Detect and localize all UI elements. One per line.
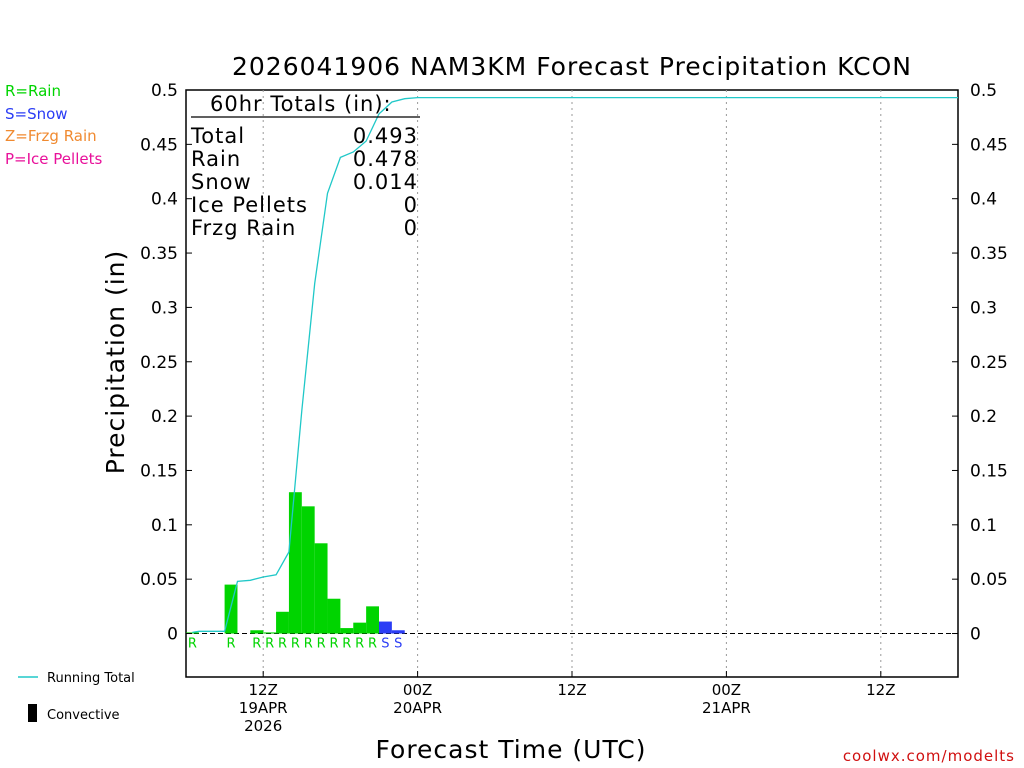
y-tick-label-left: 0.3 bbox=[151, 298, 178, 318]
x-tick-label: 00Z bbox=[403, 681, 432, 699]
y-tick-label-right: 0.2 bbox=[970, 407, 997, 427]
x-axis-label: Forecast Time (UTC) bbox=[376, 735, 647, 764]
totals-value-frzg-rain: 0 bbox=[404, 216, 418, 240]
ptype-legend-rain: R=Rain bbox=[5, 82, 61, 100]
y-tick-label-left: 0.25 bbox=[140, 353, 178, 373]
y-tick-label-left: 0.05 bbox=[140, 570, 178, 590]
x-tick-label: 12Z bbox=[557, 681, 586, 699]
ptype-label: S bbox=[394, 637, 402, 652]
totals-value-ice-pellets: 0 bbox=[404, 193, 418, 217]
precip-bar bbox=[366, 606, 379, 634]
totals-label-total: Total bbox=[190, 124, 245, 148]
y-tick-label-left: 0.5 bbox=[151, 81, 178, 101]
running-total-legend-label: Running Total bbox=[47, 671, 135, 686]
x-tick-date: 20APR bbox=[393, 699, 442, 717]
y-tick-label-right: 0.15 bbox=[970, 461, 1008, 481]
totals-value-total: 0.493 bbox=[353, 124, 418, 148]
ptype-legend-frzg-rain: Z=Frzg Rain bbox=[5, 127, 97, 145]
y-tick-label-right: 0.25 bbox=[970, 353, 1008, 373]
convective-legend-label: Convective bbox=[47, 708, 120, 723]
running-total-line bbox=[192, 96, 958, 634]
ptype-label: R bbox=[188, 637, 197, 652]
y-tick-label-right: 0.3 bbox=[970, 298, 997, 318]
y-tick-label-left: 0.1 bbox=[151, 516, 178, 536]
precip-bar bbox=[379, 621, 392, 634]
precip-bar bbox=[353, 622, 367, 634]
precip-bar bbox=[340, 628, 354, 634]
precip-bar bbox=[327, 598, 341, 634]
totals-label-frzg-rain: Frzg Rain bbox=[191, 216, 296, 240]
y-tick-label-left: 0 bbox=[167, 625, 178, 645]
ptype-label: R bbox=[329, 637, 338, 652]
totals-value-snow: 0.014 bbox=[353, 170, 418, 194]
y-tick-label-left: 0.4 bbox=[151, 190, 178, 210]
totals-label-ice-pellets: Ice Pellets bbox=[191, 193, 308, 217]
ptype-label: R bbox=[227, 637, 236, 652]
ptype-label: R bbox=[368, 637, 377, 652]
chart-title: 2026041906 NAM3KM Forecast Precipitation… bbox=[232, 52, 912, 81]
ptype-label: R bbox=[252, 637, 261, 652]
precip-bar bbox=[186, 632, 199, 634]
x-tick-label: 12Z bbox=[249, 681, 278, 699]
x-tick-date: 19APR bbox=[239, 699, 288, 717]
precip-bar bbox=[288, 492, 302, 634]
precip-bar bbox=[391, 630, 405, 634]
x-tick-label: 00Z bbox=[712, 681, 741, 699]
ptype-label: R bbox=[304, 637, 313, 652]
precip-bar bbox=[301, 506, 315, 634]
y-axis-right: 0 0.05 0.1 0.15 0.2 0.25 0.3 0.35 0.4 0.45 0.5 bbox=[952, 81, 1008, 645]
credit-text: coolwx.com/modelts bbox=[843, 747, 1015, 765]
totals-label-rain: Rain bbox=[191, 147, 241, 171]
ptype-label: R bbox=[317, 637, 326, 652]
ptype-legend-ice-pellets: P=Ice Pellets bbox=[5, 150, 102, 168]
y-tick-label-right: 0.4 bbox=[970, 190, 997, 210]
totals-value-rain: 0.478 bbox=[353, 147, 418, 171]
y-tick-label-left: 0.35 bbox=[140, 244, 178, 264]
y-axis-label: Precipitation (in) bbox=[101, 250, 130, 475]
totals-label-snow: Snow bbox=[191, 170, 252, 194]
ptype-label: R bbox=[278, 637, 287, 652]
precip-bar bbox=[263, 632, 277, 634]
bottom-legend: Running Total Convective bbox=[18, 671, 135, 723]
totals-header: 60hr Totals (in): bbox=[210, 92, 392, 116]
ptype-legend-snow: S=Snow bbox=[5, 105, 68, 123]
y-tick-label-right: 0.45 bbox=[970, 135, 1008, 155]
ptype-label: R bbox=[355, 637, 364, 652]
y-tick-label-right: 0.35 bbox=[970, 244, 1008, 264]
ptype-label: R bbox=[265, 637, 274, 652]
ptype-label: R bbox=[342, 637, 351, 652]
y-tick-label-right: 0.5 bbox=[970, 81, 997, 101]
precip-bar bbox=[314, 543, 328, 634]
line-layer bbox=[192, 96, 958, 634]
x-tick-date: 21APR bbox=[702, 699, 751, 717]
y-tick-label-right: 0.1 bbox=[970, 516, 997, 536]
x-tick-label: 12Z bbox=[866, 681, 895, 699]
convective-legend-swatch bbox=[28, 704, 37, 722]
ptype-label: S bbox=[381, 637, 389, 652]
ptype-label: R bbox=[291, 637, 300, 652]
precip-bar bbox=[250, 630, 264, 634]
y-tick-label-right: 0 bbox=[970, 625, 981, 645]
precip-bar bbox=[276, 611, 289, 634]
y-tick-label-left: 0.15 bbox=[140, 461, 178, 481]
y-tick-label-right: 0.05 bbox=[970, 570, 1008, 590]
y-tick-label-left: 0.45 bbox=[140, 135, 178, 155]
bars-layer bbox=[186, 492, 405, 634]
x-tick-year: 2026 bbox=[244, 717, 282, 735]
y-tick-label-left: 0.2 bbox=[151, 407, 178, 427]
ptype-legend: R=Rain S=Snow Z=Frzg Rain P=Ice Pellets bbox=[5, 82, 102, 168]
y-axis-left: 0 0.05 0.1 0.15 0.2 0.25 0.3 0.35 0.4 0.45 0.5 bbox=[140, 81, 192, 645]
totals-box: 60hr Totals (in): Total 0.493 Rain 0.478… bbox=[190, 92, 420, 240]
